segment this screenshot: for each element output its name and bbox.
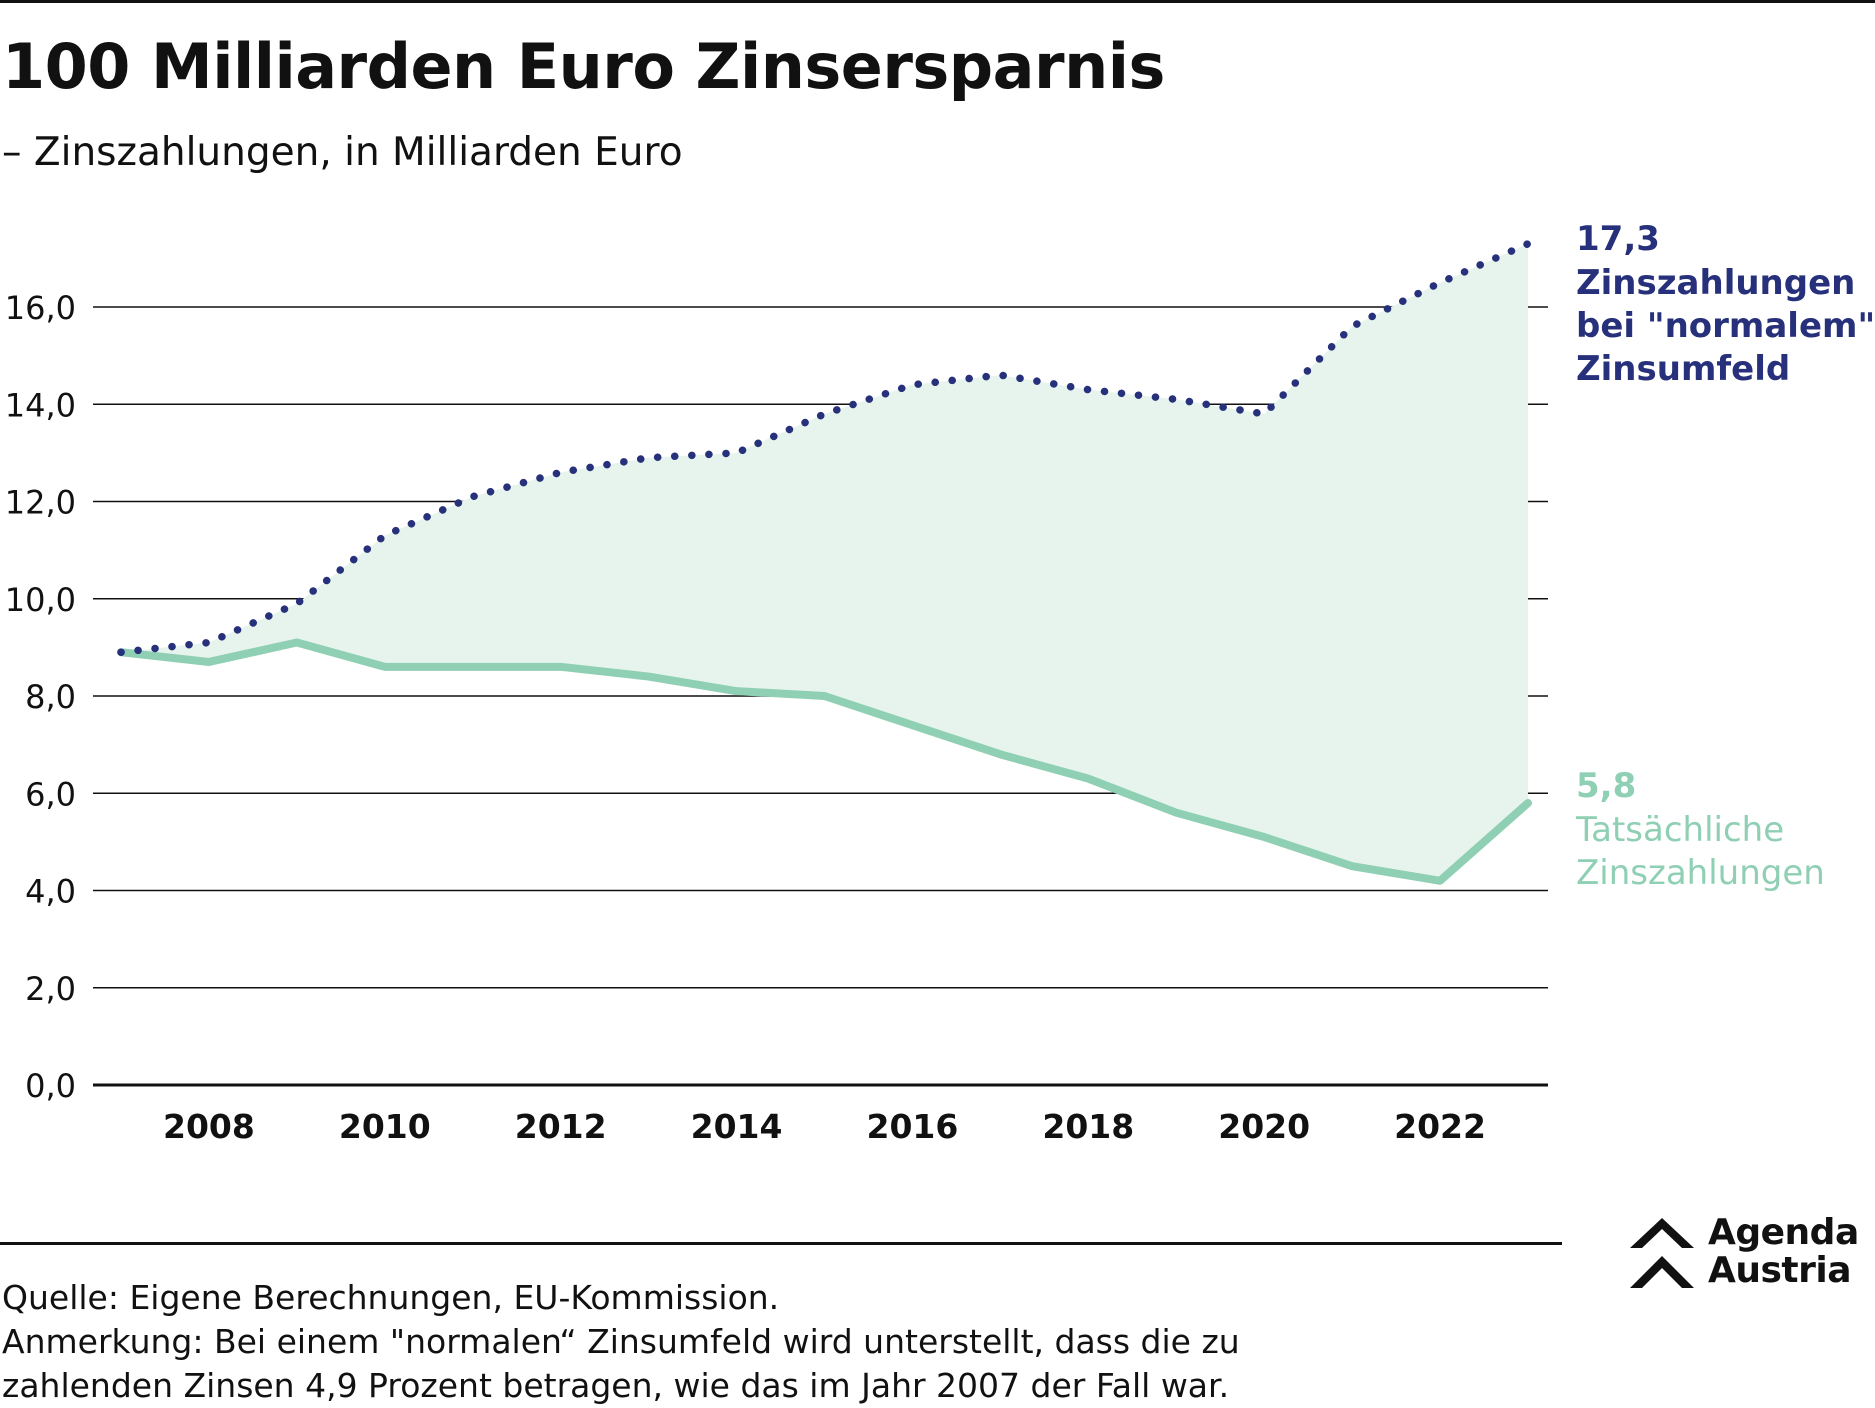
series-normal-label-line: Zinszahlungen [1576, 263, 1855, 303]
series-normal-label-line: Zinsumfeld [1576, 349, 1790, 389]
y-tick-label: 16,0 [5, 289, 76, 327]
series-actual-end-value: 5,8 [1576, 766, 1636, 806]
logo-text-agenda: Agenda [1708, 1212, 1859, 1253]
x-tick-label: 2016 [867, 1107, 959, 1146]
x-tick-label: 2018 [1042, 1107, 1134, 1146]
savings-area [121, 243, 1528, 881]
methodology-note-line-1: Anmerkung: Bei einem "normalen“ Zinsumfe… [2, 1322, 1240, 1361]
series-line-normal [117, 240, 1532, 656]
y-tick-label: 6,0 [25, 775, 76, 813]
top-rule [0, 0, 1875, 3]
y-tick-label: 12,0 [5, 484, 76, 522]
x-tick-label: 2008 [163, 1107, 255, 1146]
double-chevron-up-icon [1630, 1218, 1694, 1288]
series-normal-label-line: bei "normalem" [1576, 306, 1875, 346]
y-tick-label: 4,0 [25, 873, 76, 911]
x-tick-label: 2010 [339, 1107, 431, 1146]
series-actual-label-line: Tatsächliche [1575, 810, 1784, 850]
y-tick-label: 2,0 [25, 970, 76, 1008]
y-tick-label: 8,0 [25, 678, 76, 716]
chart-title: 100 Milliarden Euro Zinsersparnis [2, 30, 1165, 103]
x-axis-ticks: 2008 2010 2012 2014 2016 2018 2020 2022 [163, 1107, 1486, 1146]
x-tick-label: 2020 [1218, 1107, 1310, 1146]
x-tick-label: 2022 [1394, 1107, 1486, 1146]
y-axis-ticks: 0,0 2,0 4,0 6,0 8,0 10,0 12,0 14,0 16,0 [5, 289, 76, 1105]
series-lines [117, 240, 1532, 885]
agenda-austria-logo: Agenda Austria [1624, 1212, 1875, 1292]
savings-area-fill [121, 243, 1528, 881]
logo-text-austria: Austria [1708, 1250, 1852, 1291]
line-chart: 0,0 2,0 4,0 6,0 8,0 10,0 12,0 14,0 16,0 2008 2010… [5, 219, 1875, 1146]
x-tick-label: 2014 [691, 1107, 783, 1146]
chart-subtitle: – Zinszahlungen, in Milliarden Euro [2, 130, 683, 175]
y-tick-label: 14,0 [5, 386, 76, 424]
methodology-note-line-2: zahlenden Zinsen 4,9 Prozent betragen, w… [2, 1366, 1230, 1405]
series-actual-label-line: Zinszahlungen [1576, 853, 1825, 893]
x-tick-label: 2012 [515, 1107, 607, 1146]
y-tick-label: 0,0 [25, 1067, 76, 1105]
y-tick-label: 10,0 [5, 581, 76, 619]
source-note: Quelle: Eigene Berechnungen, EU-Kommissi… [2, 1278, 780, 1317]
series-line-actual [117, 638, 1532, 885]
series-normal-end-value: 17,3 [1576, 219, 1660, 259]
footer-notes: Quelle: Eigene Berechnungen, EU-Kommissi… [2, 1276, 1240, 1408]
footer-rule [0, 1242, 1562, 1245]
